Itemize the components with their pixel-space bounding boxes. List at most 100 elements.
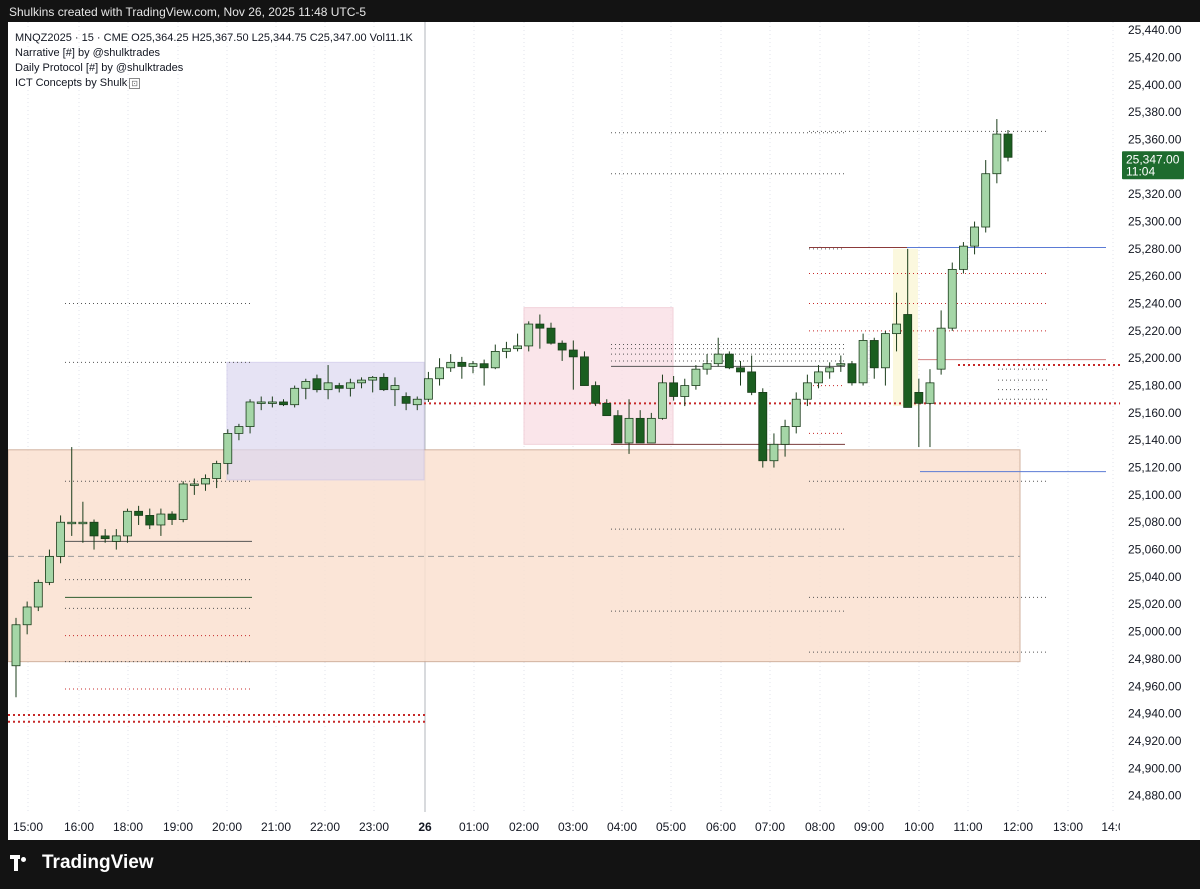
candle — [502, 348, 511, 352]
candle — [780, 426, 790, 445]
candle — [758, 391, 768, 462]
chart-area[interactable]: 15:00 16:00 18:00 19:00 20:00 21:00 22:00 23:00… — [8, 22, 1120, 840]
y-tick-label: 24,880.00 — [1128, 789, 1182, 803]
candle — [457, 361, 467, 367]
candle — [535, 323, 545, 329]
y-tick-label: 25,080.00 — [1128, 515, 1182, 529]
candle — [892, 323, 901, 335]
candle — [702, 363, 712, 370]
candle — [814, 371, 823, 384]
x-tick-label: 02:00 — [509, 820, 539, 834]
x-tick-label: 07:00 — [755, 820, 785, 834]
y-tick-label: 24,920.00 — [1128, 734, 1182, 748]
candlestick-chart[interactable]: 15:00 16:00 18:00 19:00 20:00 21:00 22:00 23:00… — [8, 22, 1120, 840]
candle — [468, 363, 478, 367]
legend: MNQZ2025 · 15 · CME O25,364.25 H25,367.5… — [15, 31, 413, 91]
candle — [390, 385, 400, 391]
candle — [401, 396, 411, 404]
x-tick-label: 14:0 — [1101, 820, 1120, 834]
candle — [724, 353, 734, 369]
x-tick-label: 09:00 — [854, 820, 884, 834]
candle — [903, 314, 913, 408]
candle — [22, 606, 32, 626]
candle — [123, 510, 132, 537]
x-tick-label: 26 — [418, 820, 432, 834]
x-tick-label: 01:00 — [459, 820, 489, 834]
candle — [256, 401, 266, 404]
tradingview-logo: TradingView — [10, 852, 154, 874]
candle — [279, 401, 288, 406]
candle — [267, 401, 277, 404]
candle — [568, 349, 578, 358]
candle — [869, 340, 879, 369]
candle — [223, 433, 233, 464]
candle — [713, 353, 723, 365]
legend-indicator-ict[interactable]: ICT Concepts by Shulk ⊡ — [15, 76, 413, 91]
candle — [345, 382, 355, 389]
candle — [423, 378, 433, 400]
candle — [1003, 133, 1013, 158]
candle — [67, 521, 77, 525]
x-tick-label: 15:00 — [13, 820, 43, 834]
tradingview-logo-icon — [10, 855, 36, 871]
candle — [802, 382, 812, 400]
x-tick-label: 18:00 — [113, 820, 143, 834]
candle — [736, 367, 745, 373]
candle — [591, 385, 601, 404]
x-tick-label: 22:00 — [310, 820, 340, 834]
session-zone-orange — [8, 449, 1021, 663]
candle — [858, 340, 868, 384]
candle — [156, 513, 166, 526]
candle — [747, 371, 757, 393]
caption-bar: Shulkins created with TradingView.com, N… — [0, 0, 1200, 22]
candle — [825, 367, 835, 373]
candle — [245, 401, 255, 427]
candle — [680, 385, 690, 397]
candle — [134, 510, 144, 516]
candle — [613, 415, 623, 444]
candle — [691, 368, 701, 386]
legend-indicator-daily-protocol[interactable]: Daily Protocol [#] by @shulktrades — [15, 62, 184, 74]
candle — [189, 483, 199, 486]
x-tick-label: 21:00 — [261, 820, 291, 834]
legend-indicator-ict-label: ICT Concepts by Shulk — [15, 77, 128, 89]
session-zone-purple — [226, 361, 425, 481]
price-scale[interactable]: 25,440.00 25,420.00 25,400.00 25,380.00 25,3… — [1120, 22, 1200, 840]
x-tick-label: 13:00 — [1053, 820, 1083, 834]
candle — [379, 376, 389, 391]
y-tick-label: 25,300.00 — [1128, 215, 1182, 229]
legend-ohlc: MNQZ2025 · 15 · CME O25,364.25 H25,367.5… — [15, 32, 413, 44]
y-tick-label: 25,140.00 — [1128, 433, 1182, 447]
candle — [646, 417, 656, 444]
legend-indicator-narrative[interactable]: Narrative [#] by @shulktrades — [15, 47, 161, 59]
last-price-value: 25,347.00 — [1126, 152, 1180, 166]
x-tick-label: 03:00 — [558, 820, 588, 834]
candle — [234, 426, 244, 434]
x-tick-label: 11:00 — [953, 820, 982, 834]
candle — [624, 417, 634, 444]
candle — [479, 363, 489, 369]
candle — [368, 376, 378, 381]
y-tick-label: 25,360.00 — [1128, 133, 1182, 147]
candle — [847, 363, 857, 384]
candle — [33, 581, 43, 608]
x-tick-label: 23:00 — [359, 820, 389, 834]
y-tick-label: 25,220.00 — [1128, 324, 1182, 338]
candle — [212, 463, 222, 479]
candle — [412, 398, 422, 406]
candle — [334, 385, 344, 389]
candle — [45, 556, 54, 583]
candle — [312, 378, 322, 391]
y-tick-label: 25,160.00 — [1128, 406, 1182, 420]
y-tick-label: 25,180.00 — [1128, 379, 1182, 393]
candle — [56, 521, 65, 557]
candle — [201, 478, 210, 485]
candle — [513, 345, 522, 350]
candle — [435, 367, 444, 380]
x-tick-label: 19:00 — [163, 820, 193, 834]
footer: TradingView — [0, 840, 1200, 889]
y-tick-label: 25,020.00 — [1128, 597, 1182, 611]
candle — [925, 382, 935, 404]
lock-icon: ⊡ — [129, 78, 140, 89]
y-tick-label: 25,040.00 — [1128, 570, 1182, 584]
